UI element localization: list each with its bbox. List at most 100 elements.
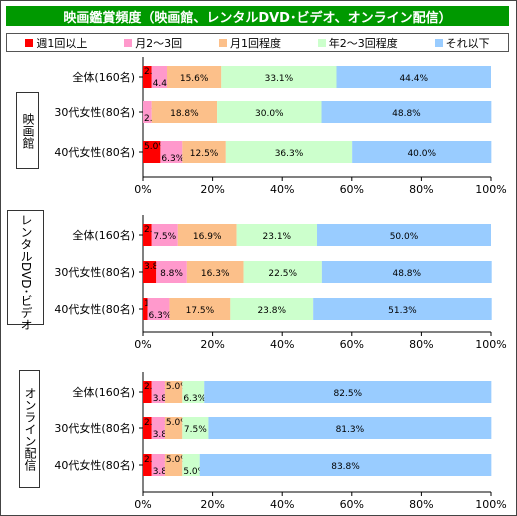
legend: 週1回以上 月2～3回 月1回程度 年2～3回程度 それ以下: [6, 33, 509, 52]
bar-segment: [143, 261, 157, 283]
bar-segment: [164, 454, 183, 476]
bar-segment: [182, 381, 205, 403]
data-label: 23.8%: [257, 306, 286, 316]
data-label: 12.5%: [190, 149, 219, 159]
legend-item: 月2～3回: [124, 35, 182, 51]
bar-segment: [143, 66, 152, 88]
data-label: 5.0%: [166, 382, 189, 392]
x-tick-label: 100%: [475, 498, 506, 511]
x-tick-label: 40%: [270, 338, 294, 351]
x-tick-label: 80%: [409, 183, 433, 196]
x-tick-label: 60%: [340, 183, 364, 196]
data-label: 30.0%: [255, 109, 284, 119]
legend-item: それ以下: [434, 35, 490, 51]
bar-segment: [151, 101, 218, 123]
bar-segment: [147, 298, 170, 320]
data-label: 3.8%: [144, 262, 167, 272]
data-label: 5.0%: [144, 142, 167, 152]
bar-segment: [143, 141, 161, 163]
category-label: 40代女性(80名): [54, 302, 135, 316]
bar-segment: [143, 454, 152, 476]
legend-label: 月1回程度: [229, 36, 281, 50]
data-label: 50.0%: [390, 232, 419, 242]
data-label: 5.0%: [166, 418, 189, 428]
section-label-online: オンライン配信: [19, 370, 40, 488]
bar-segment: [236, 224, 317, 246]
x-tick-label: 20%: [200, 498, 224, 511]
data-label: 6.3%: [149, 311, 172, 321]
bar-segment: [217, 101, 322, 123]
data-label: 48.8%: [392, 269, 421, 279]
data-label: 81.3%: [336, 425, 365, 435]
bar-segment: [182, 417, 209, 439]
data-label: 18.8%: [170, 109, 199, 119]
x-tick-label: 0%: [134, 183, 151, 196]
data-label: 82.5%: [334, 389, 363, 399]
data-label: 16.9%: [193, 232, 222, 242]
bar-segment: [151, 66, 168, 88]
data-label: 4.4: [153, 79, 168, 89]
x-tick-label: 20%: [200, 338, 224, 351]
section-label-online-text: オンライン配信: [23, 387, 37, 471]
bar-segment: [182, 141, 226, 163]
bar-segment: [164, 417, 183, 439]
data-label: 22.5%: [268, 269, 297, 279]
bar-segment: [199, 454, 492, 476]
bar-segment: [204, 381, 492, 403]
x-tick-label: 80%: [409, 338, 433, 351]
legend-label: それ以下: [445, 36, 490, 50]
bar-segment: [225, 141, 353, 163]
section-label-rental: レンタルDVD･ビデオ: [7, 210, 44, 330]
data-label: 15.6%: [180, 74, 209, 84]
x-tick-label: 80%: [409, 498, 433, 511]
bar-segment: [156, 261, 187, 283]
section-label-cinema-text: 映画館: [21, 112, 35, 149]
x-tick-label: 0%: [134, 338, 151, 351]
data-label: 3.8%: [153, 467, 176, 477]
data-label: 83.8%: [331, 462, 360, 472]
bar-segment: [321, 261, 492, 283]
chart-title: 映画鑑賞頻度（映画館、レンタルDVD･ビデオ、オンライン配信）: [63, 10, 452, 26]
data-label: 5.0%: [183, 467, 206, 477]
category-label: 全体(160名): [72, 228, 135, 242]
bar-segment: [143, 298, 148, 320]
data-label: 23.1%: [263, 232, 292, 242]
legend-swatch: [25, 38, 34, 47]
data-label: 16.3%: [201, 269, 230, 279]
bar-segment: [169, 298, 231, 320]
data-label: 5.0%: [166, 455, 189, 465]
bar-segment: [321, 101, 492, 123]
bar-segment: [164, 381, 183, 403]
bar-segment: [143, 381, 152, 403]
x-tick-label: 60%: [340, 498, 364, 511]
data-label: 40.0%: [407, 149, 436, 159]
bar-segment: [208, 417, 492, 439]
legend-item: 月1回程度: [218, 35, 281, 51]
category-label: 30代女性(80名): [54, 265, 135, 279]
data-label: 17.5%: [186, 306, 215, 316]
bar-segment: [352, 141, 492, 163]
data-label: 2.5: [144, 67, 158, 77]
bar-segment: [177, 224, 237, 246]
category-label: 40代女性(80名): [54, 458, 135, 472]
bar-segment: [151, 224, 178, 246]
x-tick-label: 0%: [134, 498, 151, 511]
section-label-rental-text: レンタルDVD･ビデオ: [19, 213, 33, 330]
bar-segment: [313, 298, 492, 320]
bar-segment: [151, 381, 165, 403]
bar-segment: [151, 454, 165, 476]
bar-segment: [221, 66, 337, 88]
data-label: 44.4%: [399, 74, 428, 84]
data-label: 48.8%: [392, 109, 421, 119]
x-tick-label: 100%: [475, 183, 506, 196]
category-label: 全体(160名): [72, 70, 135, 84]
bar-segment: [243, 261, 322, 283]
legend-swatch: [317, 38, 326, 47]
title-bar: 映画鑑賞頻度（映画館、レンタルDVD･ビデオ、オンライン配信）: [6, 6, 509, 26]
category-label: 40代女性(80名): [54, 145, 135, 159]
data-label: 7.5%: [184, 425, 207, 435]
data-label: 7.5%: [153, 232, 176, 242]
bar-segment: [182, 454, 200, 476]
x-tick-label: 20%: [200, 183, 224, 196]
